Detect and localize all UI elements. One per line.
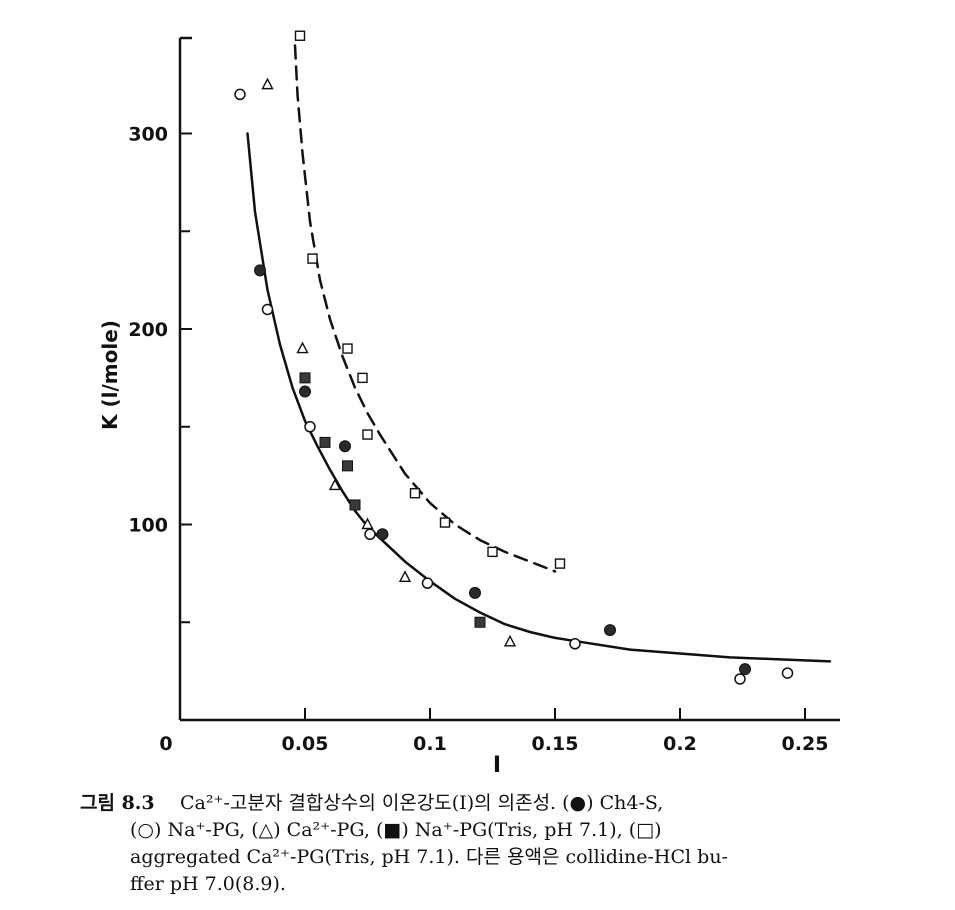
x-tick-label: 0.1	[413, 733, 447, 755]
dashed-fit-curve	[293, 44, 557, 573]
axis-ticks: 0 0.05 0.1 0.15 0.2 0.25 100 200 300	[128, 36, 829, 755]
fit-curves	[246, 44, 832, 663]
x-tick-label: 0.2	[663, 733, 697, 755]
point-open-circle	[781, 667, 794, 679]
y-axis-title: K (l/mole)	[98, 320, 122, 430]
point-open-triangle	[261, 77, 274, 90]
point-filled-square	[349, 499, 361, 511]
caption-line-3: aggregated Ca²⁺-PG(Tris, pH 7.1). 다른 용액은…	[130, 846, 728, 868]
y-tick-label: 200	[128, 319, 168, 341]
point-open-triangle	[328, 478, 342, 491]
x-tick-label: 0.25	[782, 733, 829, 755]
x-tick-label: 0.15	[532, 733, 579, 755]
y-tick-label: 300	[128, 124, 168, 146]
figure-number: 그림 8.3	[80, 792, 155, 814]
point-open-triangle	[361, 517, 374, 530]
point-filled-square	[299, 372, 311, 384]
point-open-square	[357, 372, 368, 384]
point-open-circle	[421, 577, 434, 589]
point-filled-square	[474, 616, 486, 628]
point-open-triangle	[503, 634, 517, 647]
point-open-circle	[234, 88, 246, 101]
x-tick-label: 0.05	[282, 733, 329, 755]
x-tick-label: 0	[159, 733, 172, 755]
x-axis-title: I	[493, 753, 501, 778]
caption-line-4: ffer pH 7.0(8.9).	[130, 873, 286, 895]
point-filled-square	[319, 436, 331, 448]
chart-axes	[178, 38, 840, 722]
point-filled-circle	[604, 624, 616, 637]
point-open-circle	[304, 421, 316, 433]
point-filled-circle	[299, 385, 311, 398]
point-filled-circle	[739, 663, 751, 676]
point-filled-circle	[469, 586, 481, 599]
point-open-triangle	[296, 341, 309, 354]
data-points	[234, 30, 794, 685]
point-open-circle	[261, 303, 274, 316]
point-open-circle	[734, 673, 746, 685]
point-open-square	[439, 517, 451, 528]
point-filled-circle	[376, 528, 389, 541]
figure-caption: 그림 8.3 Ca²⁺-고분자 결합상수의 이온강도(Ⅰ)의 의존성. (●) C…	[80, 790, 940, 898]
point-open-circle	[364, 528, 376, 541]
point-open-square	[342, 343, 353, 354]
point-open-square	[409, 488, 421, 499]
y-tick-label: 100	[128, 515, 168, 537]
point-filled-circle	[254, 264, 266, 277]
point-open-square	[554, 558, 566, 569]
point-open-triangle	[398, 570, 412, 582]
point-open-square	[487, 546, 498, 558]
solid-fit-curve	[246, 132, 832, 663]
caption-line-2: (○) Na⁺-PG, (△) Ca²⁺-PG, (■) Na⁺-PG(Tris…	[130, 819, 662, 841]
point-open-square	[307, 253, 318, 264]
point-open-square	[362, 429, 373, 440]
caption-line-1: Ca²⁺-고분자 결합상수의 이온강도(Ⅰ)의 의존성. (●) Ch4-S,	[180, 792, 664, 814]
point-filled-circle	[339, 440, 351, 453]
point-open-circle	[569, 638, 581, 650]
point-open-square	[294, 30, 306, 41]
point-filled-square	[342, 460, 353, 472]
